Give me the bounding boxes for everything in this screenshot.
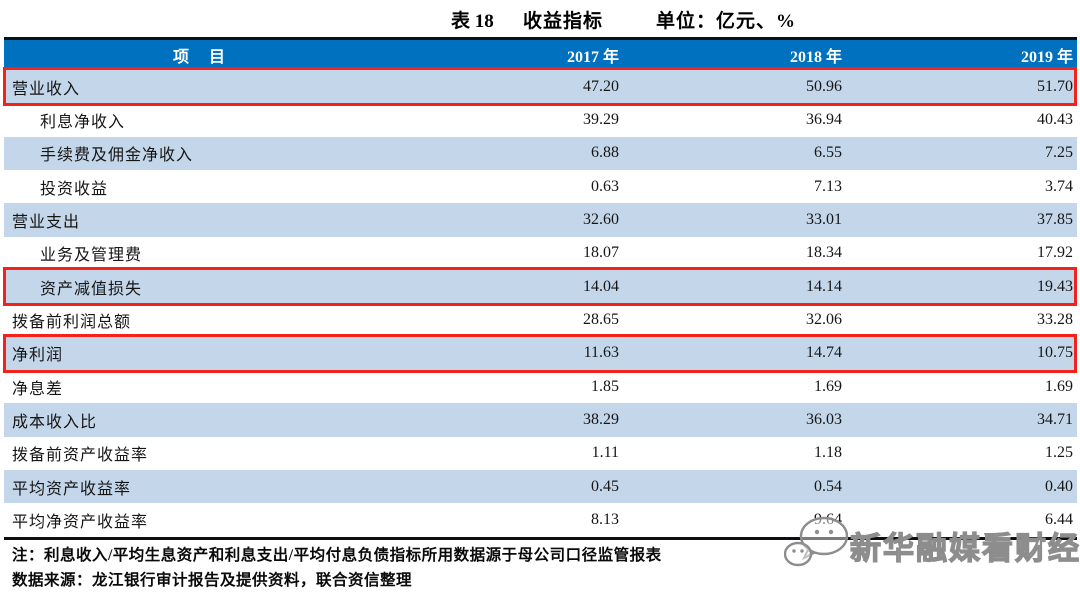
cell-2018: 1.18	[814, 444, 842, 462]
table-name: 收益指标	[523, 11, 604, 32]
table-row: 拨备前利润总额 28.65 32.06 33.28	[4, 303, 1077, 336]
header-item: 项 目	[172, 49, 227, 66]
table-notes: 注：利息收入/平均生息资产和利息支出/平均付息负债指标所用数据源于母公司口径监管…	[12, 543, 662, 593]
note-line-2: 数据来源：龙江银行审计报告及提供资料，联合资信整理	[12, 572, 413, 589]
cell-2017: 47.20	[583, 77, 619, 95]
table-row: 投资收益 0.63 7.13 3.74	[4, 170, 1077, 203]
page-title: 表 18 收益指标 单位：亿元、%	[0, 6, 1080, 32]
table-row: 业务及管理费 18.07 18.34 17.92	[4, 237, 1077, 270]
table-header-row: 项 目 2017 年 2018 年 2019 年	[4, 40, 1077, 70]
row-label: 营业支出	[12, 214, 81, 232]
cell-2017: 28.65	[583, 311, 619, 329]
row-label: 手续费及佣金净收入	[40, 147, 194, 165]
row-label: 投资收益	[40, 180, 109, 198]
cell-2018: 9.64	[814, 511, 842, 529]
cell-2019: 6.44	[1045, 511, 1073, 529]
cell-2019: 1.25	[1045, 444, 1073, 462]
table-row: 净利润 11.63 14.74 10.75	[4, 336, 1077, 371]
table-row: 资产减值损失 14.04 14.14 19.43	[4, 270, 1077, 304]
cell-2018: 33.01	[806, 211, 842, 229]
cell-2019: 7.25	[1045, 144, 1073, 162]
cell-2019: 51.70	[1037, 77, 1073, 95]
cell-2018: 50.96	[806, 77, 842, 95]
row-label: 利息净收入	[40, 114, 126, 132]
table-row: 成本收入比 38.29 36.03 34.71	[4, 403, 1077, 437]
cell-2018: 36.03	[806, 411, 842, 429]
cell-2019: 34.71	[1037, 411, 1073, 429]
cell-2018: 14.14	[806, 277, 842, 295]
row-label: 成本收入比	[12, 414, 98, 432]
cell-2019: 33.28	[1037, 311, 1073, 329]
cell-2017: 8.13	[591, 511, 619, 529]
row-label: 资产减值损失	[40, 280, 143, 298]
cell-2019: 1.69	[1045, 377, 1073, 395]
cell-2018: 0.54	[814, 477, 842, 495]
row-label: 净息差	[12, 380, 64, 398]
row-label: 平均净资产收益率	[12, 514, 149, 532]
cell-2019: 10.75	[1037, 344, 1073, 362]
row-label: 拨备前利润总额	[12, 314, 132, 332]
table-row: 利息净收入 39.29 36.94 40.43	[4, 103, 1077, 136]
cell-2018: 1.69	[814, 377, 842, 395]
cell-2017: 0.63	[591, 177, 619, 195]
income-indicators-table: 项 目 2017 年 2018 年 2019 年 营业收入 47.20 50.9…	[4, 37, 1077, 540]
cell-2017: 39.29	[583, 111, 619, 129]
cell-2018: 18.34	[806, 244, 842, 262]
header-year-2019: 2019 年	[1020, 49, 1073, 66]
header-year-2018: 2018 年	[789, 49, 842, 66]
table-row: 手续费及佣金净收入 6.88 6.55 7.25	[4, 136, 1077, 171]
cell-2019: 37.85	[1037, 211, 1073, 229]
cell-2017: 6.88	[591, 144, 619, 162]
row-label: 拨备前资产收益率	[12, 447, 149, 465]
cell-2018: 32.06	[806, 311, 842, 329]
cell-2017: 11.63	[583, 344, 619, 362]
cell-2019: 3.74	[1045, 177, 1073, 195]
row-label: 平均资产收益率	[12, 480, 132, 498]
table-row: 平均净资产收益率 8.13 9.64 6.44	[4, 503, 1077, 536]
table-row: 营业收入 47.20 50.96 51.70	[4, 70, 1077, 104]
cell-2018: 36.94	[806, 111, 842, 129]
table-row: 营业支出 32.60 33.01 37.85	[4, 203, 1077, 237]
table-number-label: 表 18	[451, 11, 494, 32]
table-row: 净息差 1.85 1.69 1.69	[4, 370, 1077, 403]
cell-2017: 38.29	[583, 411, 619, 429]
cell-2017: 14.04	[583, 277, 619, 295]
row-label: 营业收入	[12, 80, 81, 98]
cell-2018: 6.55	[814, 144, 842, 162]
cell-2018: 14.74	[806, 344, 842, 362]
table-row: 拨备前资产收益率 1.11 1.18 1.25	[4, 437, 1077, 470]
unit-label: 单位：亿元、%	[656, 11, 797, 32]
table-row: 平均资产收益率 0.45 0.54 0.40	[4, 470, 1077, 504]
cell-2019: 19.43	[1037, 277, 1073, 295]
cell-2017: 1.11	[591, 444, 619, 462]
cell-2019: 17.92	[1037, 244, 1073, 262]
cell-2019: 0.40	[1045, 477, 1073, 495]
cell-2019: 40.43	[1037, 111, 1073, 129]
cell-2018: 7.13	[814, 177, 842, 195]
row-label: 业务及管理费	[40, 247, 143, 265]
cell-2017: 32.60	[583, 211, 619, 229]
cell-2017: 1.85	[591, 377, 619, 395]
row-label: 净利润	[12, 347, 64, 365]
cell-2017: 18.07	[583, 244, 619, 262]
note-line-1: 注：利息收入/平均生息资产和利息支出/平均付息负债指标所用数据源于母公司口径监管…	[12, 547, 662, 564]
cell-2017: 0.45	[591, 477, 619, 495]
header-year-2017: 2017 年	[566, 49, 619, 66]
